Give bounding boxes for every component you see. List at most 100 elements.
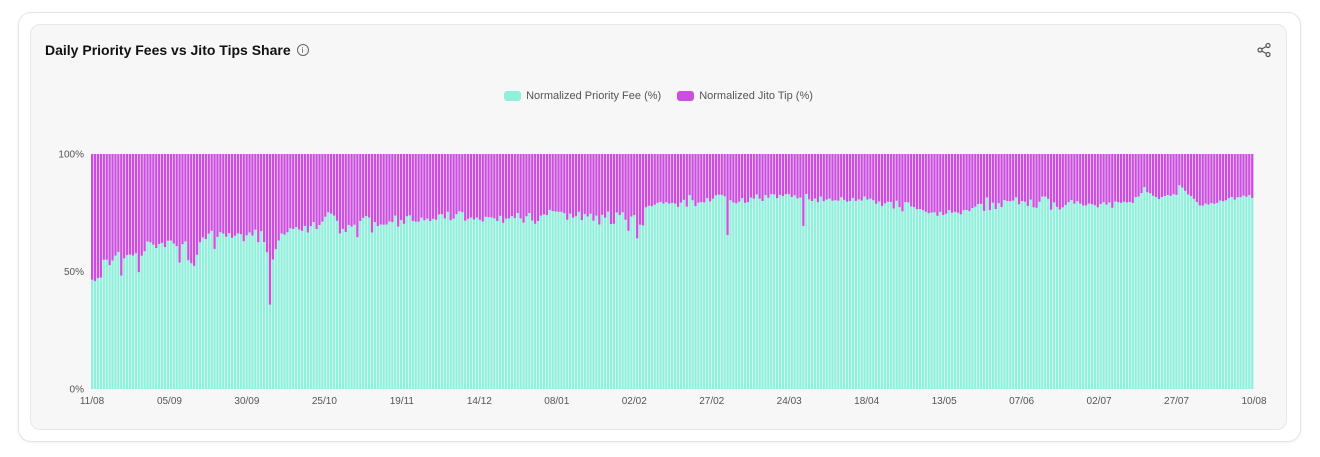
bar-jito-tip[interactable] (1012, 154, 1015, 201)
bar-jito-tip[interactable] (988, 154, 992, 211)
bar-jito-tip[interactable] (653, 154, 656, 205)
bar-jito-tip[interactable] (123, 154, 126, 259)
bar-priority-fee[interactable] (767, 197, 770, 389)
bar-priority-fee[interactable] (577, 211, 581, 389)
bar-jito-tip[interactable] (271, 154, 274, 260)
bar-jito-tip[interactable] (755, 154, 758, 195)
bar-priority-fee[interactable] (665, 202, 668, 389)
bar-jito-tip[interactable] (248, 154, 251, 233)
bar-priority-fee[interactable] (679, 202, 683, 389)
bar-jito-tip[interactable] (321, 154, 324, 222)
bar-priority-fee[interactable] (295, 227, 298, 389)
bar-jito-tip[interactable] (1219, 154, 1222, 201)
bar-priority-fee[interactable] (134, 253, 137, 389)
bar-priority-fee[interactable] (1000, 207, 1003, 389)
bar-priority-fee[interactable] (271, 259, 274, 389)
bar-priority-fee[interactable] (1017, 204, 1021, 389)
bar-priority-fee[interactable] (1111, 207, 1114, 389)
bar-priority-fee[interactable] (388, 221, 391, 389)
bar-priority-fee[interactable] (668, 203, 671, 389)
bar-jito-tip[interactable] (939, 154, 942, 212)
bar-priority-fee[interactable] (1163, 196, 1166, 389)
bar-jito-tip[interactable] (423, 154, 426, 221)
bar-jito-tip[interactable] (697, 154, 700, 203)
bar-jito-tip[interactable] (283, 154, 286, 235)
bar-priority-fee[interactable] (566, 219, 569, 389)
bar-priority-fee[interactable] (749, 197, 753, 389)
bar-priority-fee[interactable] (682, 199, 685, 389)
bar-jito-tip[interactable] (434, 154, 438, 220)
bar-priority-fee[interactable] (475, 217, 479, 389)
bar-jito-tip[interactable] (609, 154, 613, 225)
bar-jito-tip[interactable] (738, 154, 741, 202)
bar-jito-tip[interactable] (612, 154, 616, 224)
bar-priority-fee[interactable] (1108, 202, 1111, 389)
bar-priority-fee[interactable] (493, 218, 496, 389)
bar-priority-fee[interactable] (901, 211, 904, 389)
bar-jito-tip[interactable] (813, 154, 817, 199)
bar-priority-fee[interactable] (230, 237, 234, 389)
bar-priority-fee[interactable] (1134, 197, 1137, 389)
bar-priority-fee[interactable] (1192, 198, 1196, 389)
bar-priority-fee[interactable] (443, 218, 446, 389)
bar-jito-tip[interactable] (382, 154, 385, 225)
bar-priority-fee[interactable] (921, 210, 924, 389)
bar-jito-tip[interactable] (120, 154, 123, 276)
bar-jito-tip[interactable] (1134, 154, 1137, 198)
bar-jito-tip[interactable] (536, 154, 540, 221)
bar-priority-fee[interactable] (531, 220, 534, 389)
bar-jito-tip[interactable] (1143, 154, 1146, 188)
bar-priority-fee[interactable] (641, 225, 645, 389)
bar-priority-fee[interactable] (816, 202, 820, 389)
bar-jito-tip[interactable] (461, 154, 464, 213)
bar-priority-fee[interactable] (650, 206, 653, 389)
bar-jito-tip[interactable] (933, 154, 936, 213)
bar-jito-tip[interactable] (950, 154, 954, 213)
bar-priority-fee[interactable] (857, 199, 860, 389)
bar-priority-fee[interactable] (778, 194, 782, 389)
bar-jito-tip[interactable] (1122, 154, 1126, 202)
bar-jito-tip[interactable] (962, 154, 965, 211)
bar-priority-fee[interactable] (405, 216, 409, 389)
bar-priority-fee[interactable] (1029, 199, 1032, 389)
bar-priority-fee[interactable] (1079, 203, 1082, 389)
bar-jito-tip[interactable] (956, 154, 959, 213)
bar-priority-fee[interactable] (781, 196, 785, 389)
bar-priority-fee[interactable] (691, 200, 694, 389)
bar-priority-fee[interactable] (1096, 207, 1099, 389)
bar-priority-fee[interactable] (708, 201, 712, 389)
bar-priority-fee[interactable] (303, 225, 307, 389)
bar-jito-tip[interactable] (802, 154, 805, 226)
bar-jito-tip[interactable] (1047, 154, 1050, 199)
bar-priority-fee[interactable] (837, 200, 840, 389)
bar-priority-fee[interactable] (1204, 203, 1207, 389)
bar-jito-tip[interactable] (332, 154, 336, 216)
bar-jito-tip[interactable] (522, 154, 525, 223)
bar-priority-fee[interactable] (481, 221, 484, 389)
bar-priority-fee[interactable] (376, 226, 379, 389)
bar-priority-fee[interactable] (318, 224, 321, 389)
bar-jito-tip[interactable] (764, 154, 767, 196)
bar-priority-fee[interactable] (790, 197, 793, 389)
bar-priority-fee[interactable] (676, 206, 680, 389)
bar-priority-fee[interactable] (752, 198, 755, 389)
bar-jito-tip[interactable] (347, 154, 350, 225)
bar-jito-tip[interactable] (787, 154, 790, 195)
bar-jito-tip[interactable] (627, 154, 630, 231)
bar-priority-fee[interactable] (1105, 204, 1108, 389)
bar-jito-tip[interactable] (551, 154, 554, 212)
bar-jito-tip[interactable] (1195, 154, 1198, 202)
bar-priority-fee[interactable] (1239, 197, 1242, 389)
bar-priority-fee[interactable] (1012, 200, 1015, 389)
bar-jito-tip[interactable] (1032, 154, 1035, 208)
bar-jito-tip[interactable] (1160, 154, 1164, 198)
bar-jito-tip[interactable] (586, 154, 589, 217)
bar-priority-fee[interactable] (216, 236, 219, 389)
bar-jito-tip[interactable] (857, 154, 860, 200)
bar-jito-tip[interactable] (834, 154, 837, 201)
bar-jito-tip[interactable] (297, 154, 301, 230)
bar-jito-tip[interactable] (808, 154, 811, 200)
bar-jito-tip[interactable] (560, 154, 563, 212)
bar-jito-tip[interactable] (96, 154, 100, 279)
bar-priority-fee[interactable] (822, 201, 825, 389)
